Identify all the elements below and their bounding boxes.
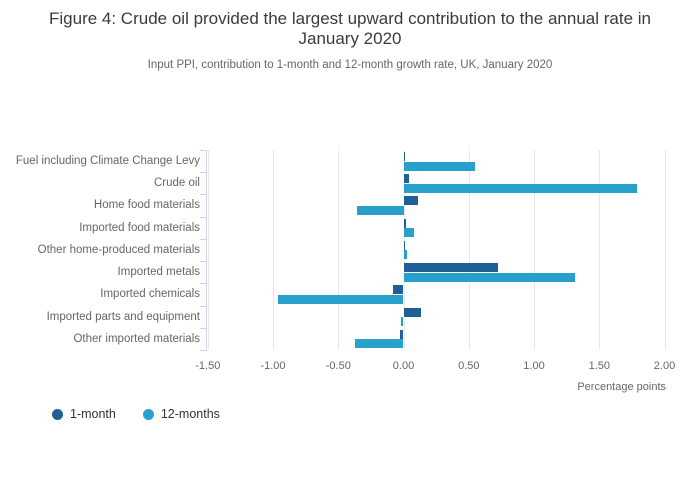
category-label-fuel-including-climate-change-levy: Fuel including Climate Change Levy — [15, 155, 200, 167]
bar-1-month-other-imported-materials[interactable] — [399, 329, 404, 339]
bar-12-months-fuel-including-climate-change-levy[interactable] — [403, 161, 476, 171]
bar-1-month-crude-oil[interactable] — [403, 174, 409, 184]
bar-12-months-imported-food-materials[interactable] — [403, 228, 414, 238]
gridline-1.5 — [599, 150, 601, 350]
x-tick-label-1.00: 1.00 — [523, 360, 545, 372]
bar-12-months-crude-oil[interactable] — [403, 183, 638, 193]
category-axis-line — [206, 150, 207, 351]
category-axis-tick — [200, 261, 206, 263]
bar-12-months-home-food-materials[interactable] — [356, 205, 404, 215]
bar-12-months-other-imported-materials[interactable] — [355, 339, 404, 349]
chart-subtitle: Input PPI, contribution to 1-month and 1… — [147, 59, 553, 71]
category-label-home-food-materials: Home food materials — [93, 199, 200, 212]
category-label-crude-oil: Crude oil — [153, 177, 200, 190]
x-tick-label--0.50: -0.50 — [325, 360, 351, 372]
bar-12-months-imported-parts-and-equipment[interactable] — [400, 317, 404, 327]
bar-12-months-imported-chemicals[interactable] — [278, 294, 404, 304]
category-axis-tick — [200, 150, 206, 151]
chart-title: Figure 4: Crude oil provided the largest… — [49, 9, 651, 48]
category-label-imported-parts-and-equipment: Imported parts and equipment — [46, 310, 200, 323]
legend-item-12-months[interactable]: 12-months — [142, 407, 220, 421]
legend-swatch-12-months — [142, 408, 154, 420]
gridline--0.5 — [338, 150, 340, 350]
legend-label-1-month: 1-month — [70, 407, 116, 421]
legend: 1-month 12-months — [52, 407, 220, 421]
bar-1-month-imported-chemicals[interactable] — [393, 285, 404, 295]
category-axis-tick — [200, 283, 206, 285]
category-axis-tick — [200, 172, 206, 174]
bar-1-month-other-home-produced-materials[interactable] — [403, 240, 405, 250]
category-label-imported-chemicals: Imported chemicals — [100, 288, 200, 301]
bar-1-month-imported-parts-and-equipment[interactable] — [403, 307, 421, 317]
category-axis-tick — [200, 238, 206, 240]
category-label-other-home-produced-materials: Other home-produced materials — [37, 243, 200, 256]
legend-label-12-months: 12-months — [160, 407, 220, 421]
gridline--1.5 — [207, 150, 209, 350]
gridline-2 — [664, 150, 666, 350]
category-label-imported-metals: Imported metals — [117, 266, 200, 279]
category-label-imported-food-materials: Imported food materials — [79, 221, 200, 234]
category-axis-tick — [200, 327, 206, 329]
x-tick-label-2.00: 2.00 — [653, 360, 676, 372]
x-tick-label--1.00: -1.00 — [260, 360, 286, 372]
bar-1-month-imported-food-materials[interactable] — [403, 218, 407, 228]
bar-1-month-imported-metals[interactable] — [403, 263, 498, 273]
category-axis-tick — [200, 305, 206, 307]
category-axis-tick — [200, 194, 206, 196]
gridline--1 — [273, 150, 274, 350]
bar-1-month-fuel-including-climate-change-levy[interactable] — [403, 152, 405, 161]
category-label-other-imported-materials: Other imported materials — [73, 332, 200, 345]
category-axis-tick — [200, 350, 206, 351]
x-tick-label-1.50: 1.50 — [588, 360, 610, 372]
legend-item-1-month[interactable]: 1-month — [52, 407, 116, 421]
x-tick-label--1.50: -1.50 — [195, 360, 221, 372]
bar-12-months-imported-metals[interactable] — [403, 272, 575, 282]
gridline-0 — [403, 150, 405, 350]
legend-swatch-1-month — [52, 408, 63, 420]
x-axis-title: Percentage points — [577, 381, 666, 393]
gridline-1 — [534, 150, 535, 350]
category-axis-tick — [200, 216, 206, 218]
bar-12-months-other-home-produced-materials[interactable] — [403, 250, 408, 260]
x-tick-label-0.50: 0.50 — [458, 360, 480, 372]
gridline-0.5 — [468, 150, 470, 350]
bar-1-month-home-food-materials[interactable] — [403, 196, 418, 206]
x-tick-label-0.00: 0.00 — [392, 360, 415, 372]
